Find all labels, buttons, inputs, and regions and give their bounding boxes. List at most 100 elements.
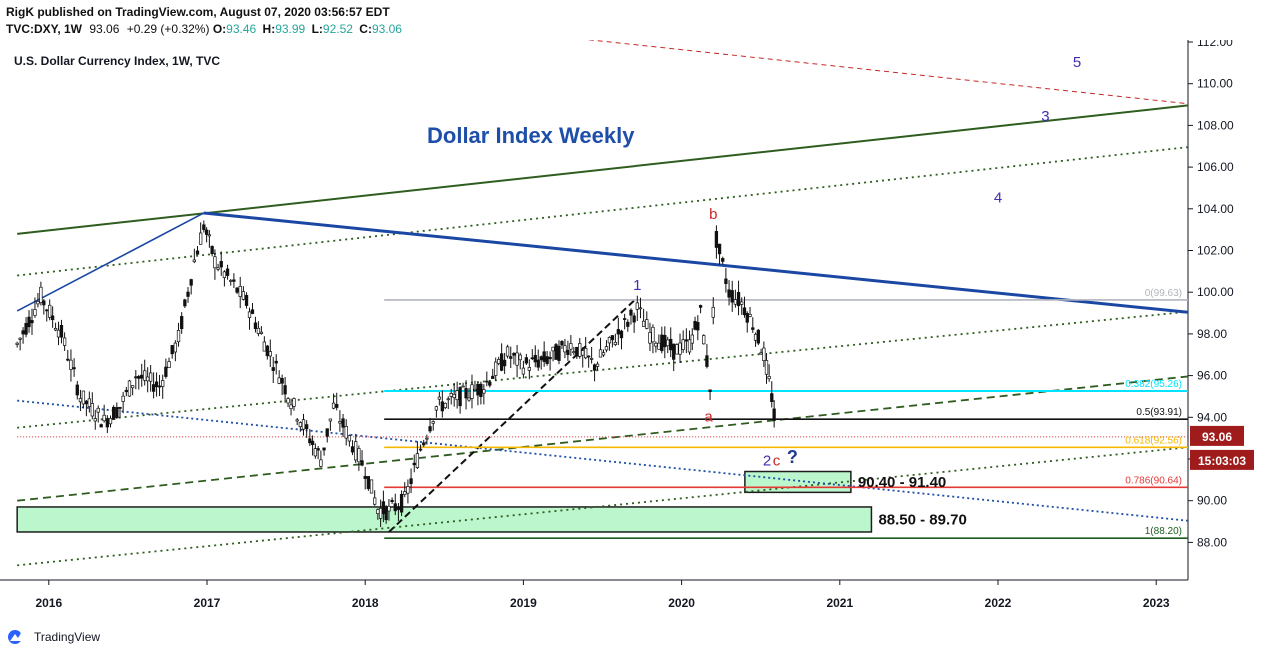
candle-body — [473, 388, 477, 391]
candle-body — [225, 268, 230, 276]
candle-body — [202, 224, 206, 230]
candle-body — [645, 319, 649, 329]
candle-body — [124, 389, 128, 393]
candle-body — [229, 280, 233, 282]
candle-body — [412, 462, 416, 466]
candle-body — [335, 404, 339, 408]
candle-body — [431, 421, 435, 424]
x-tick-label: 2019 — [510, 596, 537, 610]
candle-body — [748, 314, 752, 317]
y-tick-label: 110.00 — [1197, 77, 1233, 91]
candle-body — [384, 506, 388, 521]
candle-body — [376, 509, 380, 515]
candle-body — [78, 398, 83, 403]
candle-body — [344, 425, 348, 439]
candle-body — [666, 339, 670, 347]
candle-body — [387, 505, 391, 512]
ohlc-l-value: 92.52 — [322, 22, 353, 36]
wave-label: ? — [787, 447, 798, 467]
candle-body — [753, 333, 758, 341]
candle-body — [42, 300, 46, 306]
y-tick-label: 100.00 — [1197, 285, 1234, 299]
plot-area — [15, 40, 1188, 567]
y-tick-label: 90.00 — [1197, 494, 1227, 508]
candle-body — [767, 376, 771, 380]
last-price-badge-text: 93.06 — [1202, 430, 1232, 444]
candle-body — [157, 385, 162, 388]
y-tick-label: 106.00 — [1197, 160, 1234, 174]
candle-body — [99, 424, 103, 428]
candle-body — [378, 508, 383, 519]
candle-body — [708, 389, 712, 392]
candle-body — [569, 343, 573, 350]
candle-body — [24, 323, 28, 335]
ohlc-l-label: L: — [311, 22, 323, 36]
candle-body — [509, 356, 513, 359]
target-zone — [16, 506, 873, 533]
target-zone — [744, 470, 852, 494]
candle-body — [313, 448, 318, 457]
candle-body — [341, 418, 345, 428]
candle-body — [533, 355, 537, 363]
candle-body — [635, 302, 639, 310]
candle-body — [151, 384, 156, 392]
candle-body — [286, 398, 290, 404]
candle-body — [581, 350, 585, 356]
candle-body — [105, 418, 109, 428]
tradingview-logo-icon — [8, 630, 28, 644]
candle-body — [497, 359, 501, 364]
candle-body — [681, 339, 685, 350]
candle-body — [338, 421, 342, 424]
candle-body — [548, 356, 552, 360]
fib-label: 0(99.63) — [1145, 288, 1182, 299]
x-tick-label: 2021 — [826, 596, 853, 610]
fib-label: 1(88.20) — [1145, 526, 1182, 537]
candle-body — [663, 334, 667, 348]
candle-body — [102, 414, 106, 422]
candle-body — [143, 370, 147, 381]
candle-body — [366, 476, 371, 489]
x-tick-label: 2018 — [352, 596, 379, 610]
candle-body — [216, 267, 220, 270]
candle-body — [651, 326, 655, 343]
y-tick-label: 88.00 — [1197, 535, 1227, 549]
candle-body — [167, 361, 171, 369]
candle-body — [62, 337, 67, 346]
candle-body — [702, 335, 706, 345]
candle-body — [467, 397, 471, 401]
candle-body — [59, 325, 64, 338]
candle-body — [354, 441, 358, 461]
chart-canvas[interactable]: 88.0090.0092.0094.0096.0098.00100.00102.… — [0, 40, 1268, 620]
candle-body — [589, 358, 594, 360]
candle-body — [566, 349, 570, 356]
candle-body — [154, 381, 159, 388]
candle-body — [527, 367, 531, 371]
x-tick-label: 2020 — [668, 596, 695, 610]
black-dashed-trendline — [388, 299, 635, 533]
candle-body — [180, 316, 184, 330]
candle-body — [610, 335, 615, 341]
chart-header: RigK published on TradingView.com, Augus… — [0, 0, 1268, 40]
wave-label: a — [704, 408, 713, 425]
candle-body — [325, 428, 329, 437]
candle-body — [66, 358, 70, 361]
candle-body — [598, 349, 603, 358]
candle-body — [434, 406, 439, 411]
candle-body — [764, 360, 769, 375]
candle-body — [256, 327, 261, 334]
y-tick-label: 96.00 — [1197, 369, 1227, 383]
candle-body — [72, 367, 76, 370]
upper-trendline-green — [17, 104, 1188, 235]
wave-label: 3 — [1041, 108, 1049, 125]
candle-body — [305, 424, 309, 430]
candle-body — [578, 343, 582, 357]
candle-body — [130, 385, 135, 389]
candle-body — [740, 301, 744, 305]
candle-body — [470, 384, 474, 399]
candle-body — [238, 286, 242, 297]
candle-body — [350, 446, 355, 453]
candle-body — [425, 437, 429, 440]
annotation-title: Dollar Index Weekly — [427, 123, 635, 148]
candle-body — [308, 438, 312, 444]
candle-body — [687, 339, 692, 353]
